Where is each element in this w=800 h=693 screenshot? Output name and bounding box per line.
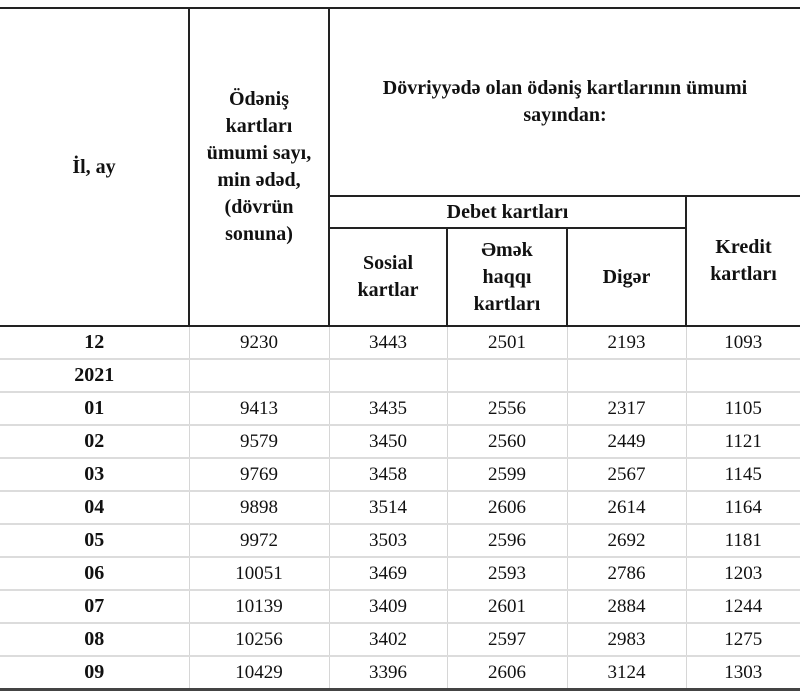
header-salary: Əmək haqqı kartları xyxy=(446,227,568,327)
cell-total: 9230 xyxy=(188,326,329,360)
cell-social: 3396 xyxy=(328,656,447,691)
cell-credit: 1275 xyxy=(685,623,800,657)
cell-total: 9769 xyxy=(188,458,329,492)
cell-other: 2786 xyxy=(566,557,686,591)
header-credit: Kredit kartları xyxy=(684,195,800,327)
cell-social: 3450 xyxy=(328,425,447,459)
cell-total: 10139 xyxy=(188,590,329,624)
cell-social: 3503 xyxy=(328,524,447,558)
header-period: İl, ay xyxy=(0,7,190,327)
cell-social xyxy=(328,359,447,393)
payment-cards-table: İl, ay Ödəniş kartları ümumi sayı, min ə… xyxy=(0,7,800,691)
cell-salary: 2593 xyxy=(446,557,567,591)
table-row: 02 9579 3450 2560 2449 1121 xyxy=(0,425,800,459)
cell-social: 3469 xyxy=(328,557,447,591)
cell-social: 3458 xyxy=(328,458,447,492)
cell-credit: 1093 xyxy=(685,326,800,360)
cell-social: 3514 xyxy=(328,491,447,525)
table-row: 03 9769 3458 2599 2567 1145 xyxy=(0,458,800,492)
cell-salary: 2560 xyxy=(446,425,567,459)
cell-other: 2983 xyxy=(566,623,686,657)
cell-other: 2884 xyxy=(566,590,686,624)
cell-period: 06 xyxy=(0,557,189,591)
cell-total: 10256 xyxy=(188,623,329,657)
cell-salary: 2601 xyxy=(446,590,567,624)
cell-period: 04 xyxy=(0,491,189,525)
cell-social: 3409 xyxy=(328,590,447,624)
cell-total: 9972 xyxy=(188,524,329,558)
cell-other: 2317 xyxy=(566,392,686,426)
cell-salary xyxy=(446,359,567,393)
header-total: Ödəniş kartları ümumi sayı, min ədəd, (d… xyxy=(188,7,330,327)
cell-other: 2614 xyxy=(566,491,686,525)
cell-period: 09 xyxy=(0,656,189,691)
table-row: 01 9413 3435 2556 2317 1105 xyxy=(0,392,800,426)
cell-credit: 1303 xyxy=(685,656,800,691)
cell-other xyxy=(566,359,686,393)
cell-credit: 1203 xyxy=(685,557,800,591)
cell-other: 2193 xyxy=(566,326,686,360)
table-row: 04 9898 3514 2606 2614 1164 xyxy=(0,491,800,525)
cell-total: 9898 xyxy=(188,491,329,525)
cell-period: 12 xyxy=(0,326,189,360)
cell-period: 07 xyxy=(0,590,189,624)
cell-other: 3124 xyxy=(566,656,686,691)
cell-period: 01 xyxy=(0,392,189,426)
cell-period: 08 xyxy=(0,623,189,657)
table-row: 2021 xyxy=(0,359,800,393)
cell-salary: 2599 xyxy=(446,458,567,492)
header-social: Sosial kartlar xyxy=(328,227,448,327)
table-row: 07 10139 3409 2601 2884 1244 xyxy=(0,590,800,624)
cell-period: 03 xyxy=(0,458,189,492)
cell-other: 2449 xyxy=(566,425,686,459)
cell-credit: 1145 xyxy=(685,458,800,492)
cell-total: 9413 xyxy=(188,392,329,426)
cell-credit: 1244 xyxy=(685,590,800,624)
cell-other: 2567 xyxy=(566,458,686,492)
cell-total xyxy=(188,359,329,393)
cell-credit xyxy=(685,359,800,393)
cell-salary: 2606 xyxy=(446,656,567,691)
cell-period: 05 xyxy=(0,524,189,558)
table-row: 05 9972 3503 2596 2692 1181 xyxy=(0,524,800,558)
cell-salary: 2501 xyxy=(446,326,567,360)
table-row: 08 10256 3402 2597 2983 1275 xyxy=(0,623,800,657)
header-debit-group: Debet kartları xyxy=(328,195,687,229)
cell-credit: 1105 xyxy=(685,392,800,426)
cell-period: 02 xyxy=(0,425,189,459)
cell-salary: 2596 xyxy=(446,524,567,558)
cell-total: 9579 xyxy=(188,425,329,459)
table-row: 12 9230 3443 2501 2193 1093 xyxy=(0,326,800,360)
header-group: Dövriyyədə olan ödəniş kartlarının ümumi… xyxy=(327,7,800,197)
table-row: 09 10429 3396 2606 3124 1303 xyxy=(0,656,800,691)
cell-period: 2021 xyxy=(0,359,189,393)
cell-credit: 1181 xyxy=(685,524,800,558)
cell-social: 3435 xyxy=(328,392,447,426)
cell-salary: 2597 xyxy=(446,623,567,657)
cell-total: 10429 xyxy=(188,656,329,691)
table-row: 06 10051 3469 2593 2786 1203 xyxy=(0,557,800,591)
cell-social: 3443 xyxy=(328,326,447,360)
cell-credit: 1121 xyxy=(685,425,800,459)
cell-social: 3402 xyxy=(328,623,447,657)
header-other: Digər xyxy=(566,227,687,327)
cell-salary: 2556 xyxy=(446,392,567,426)
cell-total: 10051 xyxy=(188,557,329,591)
cell-other: 2692 xyxy=(566,524,686,558)
cell-credit: 1164 xyxy=(685,491,800,525)
cell-salary: 2606 xyxy=(446,491,567,525)
